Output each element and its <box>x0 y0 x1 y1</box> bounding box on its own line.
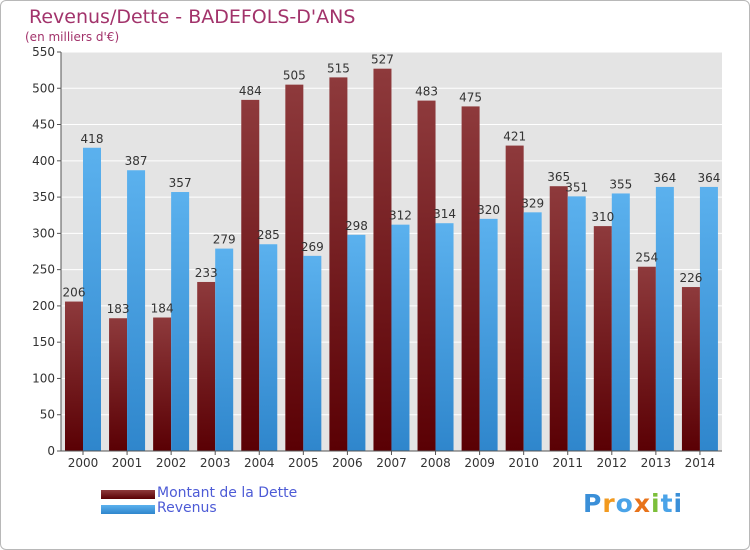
y-tick-label: 500 <box>32 81 55 95</box>
bar-dette <box>461 106 480 451</box>
y-tick-label: 350 <box>32 190 55 204</box>
y-tick-label: 200 <box>32 299 55 313</box>
data-label: 484 <box>239 84 262 98</box>
chart-title: Revenus/Dette - BADEFOLS-D'ANS <box>29 6 356 28</box>
data-label: 254 <box>635 251 658 265</box>
x-tick-label: 2000 <box>68 456 99 470</box>
bar-dette <box>373 68 392 451</box>
bar-dette <box>549 186 568 451</box>
x-tick-label: 2007 <box>376 456 407 470</box>
bar-revenus <box>347 234 366 451</box>
legend-label-debt: Montant de la Dette <box>157 485 298 501</box>
bar-revenus <box>259 244 278 451</box>
y-tick-label: 450 <box>32 118 55 132</box>
data-label: 351 <box>565 180 588 194</box>
data-label: 310 <box>591 210 614 224</box>
bar-dette <box>329 77 348 452</box>
data-label: 183 <box>107 302 130 316</box>
data-label: 364 <box>697 171 720 185</box>
y-tick-label: 50 <box>40 408 55 422</box>
y-tick-label: 550 <box>32 45 55 59</box>
data-label: 527 <box>371 53 394 67</box>
data-label: 365 <box>547 170 570 184</box>
proxiti-logo: Proxiti <box>583 489 684 518</box>
data-label: 320 <box>477 203 500 217</box>
data-label: 226 <box>679 271 702 285</box>
bar-dette <box>65 301 83 451</box>
bar-revenus <box>611 193 630 452</box>
data-label: 515 <box>327 61 350 75</box>
y-tick-label: 100 <box>32 371 55 385</box>
data-label: 206 <box>63 286 86 300</box>
bar-revenus <box>127 170 146 451</box>
x-tick-label: 2002 <box>156 456 187 470</box>
data-label: 279 <box>213 233 236 247</box>
x-tick-label: 2013 <box>641 456 672 470</box>
x-tick-label: 2006 <box>332 456 363 470</box>
data-label: 233 <box>195 266 218 280</box>
y-tick-label: 400 <box>32 154 55 168</box>
chart-subtitle: (en milliers d'€) <box>25 30 120 44</box>
bar-dette <box>637 266 656 451</box>
x-tick-label: 2008 <box>420 456 451 470</box>
data-label: 312 <box>389 209 412 223</box>
bar-revenus <box>435 223 454 451</box>
bar-dette <box>417 100 436 451</box>
data-label: 357 <box>169 176 192 190</box>
data-label: 364 <box>653 171 676 185</box>
y-tick-label: 250 <box>32 263 55 277</box>
bar-revenus <box>391 224 410 451</box>
bar-dette <box>505 145 524 452</box>
data-label: 421 <box>503 130 526 144</box>
data-label: 329 <box>521 196 544 210</box>
bar-dette <box>285 84 304 452</box>
data-label: 418 <box>81 132 104 146</box>
y-tick-label: 300 <box>32 226 55 240</box>
data-label: 298 <box>345 219 368 233</box>
data-label: 184 <box>151 302 174 316</box>
bar-revenus <box>567 196 586 451</box>
bar-revenus <box>699 186 718 451</box>
legend-swatch-debt <box>101 490 155 499</box>
x-tick-label: 2011 <box>552 456 583 470</box>
bar-dette <box>241 99 260 451</box>
legend-label-revenue: Revenus <box>157 500 217 516</box>
x-tick-label: 2012 <box>597 456 628 470</box>
y-tick-label: 150 <box>32 335 55 349</box>
bar-revenus <box>479 218 498 451</box>
data-label: 355 <box>609 177 632 191</box>
bar-dette <box>593 226 612 451</box>
data-label: 505 <box>283 69 306 83</box>
data-label: 387 <box>125 154 148 168</box>
x-tick-label: 2003 <box>200 456 231 470</box>
data-label: 269 <box>301 240 324 254</box>
data-label: 314 <box>433 207 456 221</box>
bar-dette <box>109 318 128 451</box>
x-tick-label: 2014 <box>685 456 716 470</box>
legend-swatch-revenue <box>101 505 155 514</box>
bar-revenus <box>523 212 542 451</box>
x-tick-label: 2005 <box>288 456 319 470</box>
bar-revenus <box>215 248 234 451</box>
bar-revenus <box>655 186 674 451</box>
x-tick-label: 2009 <box>464 456 495 470</box>
bar-revenus <box>83 147 101 451</box>
data-label: 475 <box>459 90 482 104</box>
x-tick-label: 2001 <box>112 456 143 470</box>
bar-revenus <box>303 255 322 451</box>
bar-dette <box>197 281 216 451</box>
data-label: 285 <box>257 228 280 242</box>
y-tick-label: 0 <box>47 444 55 458</box>
bar-dette <box>681 287 700 451</box>
x-tick-label: 2004 <box>244 456 275 470</box>
data-label: 483 <box>415 85 438 99</box>
bar-revenus <box>171 192 190 451</box>
x-tick-label: 2010 <box>508 456 539 470</box>
bar-dette <box>153 317 172 451</box>
